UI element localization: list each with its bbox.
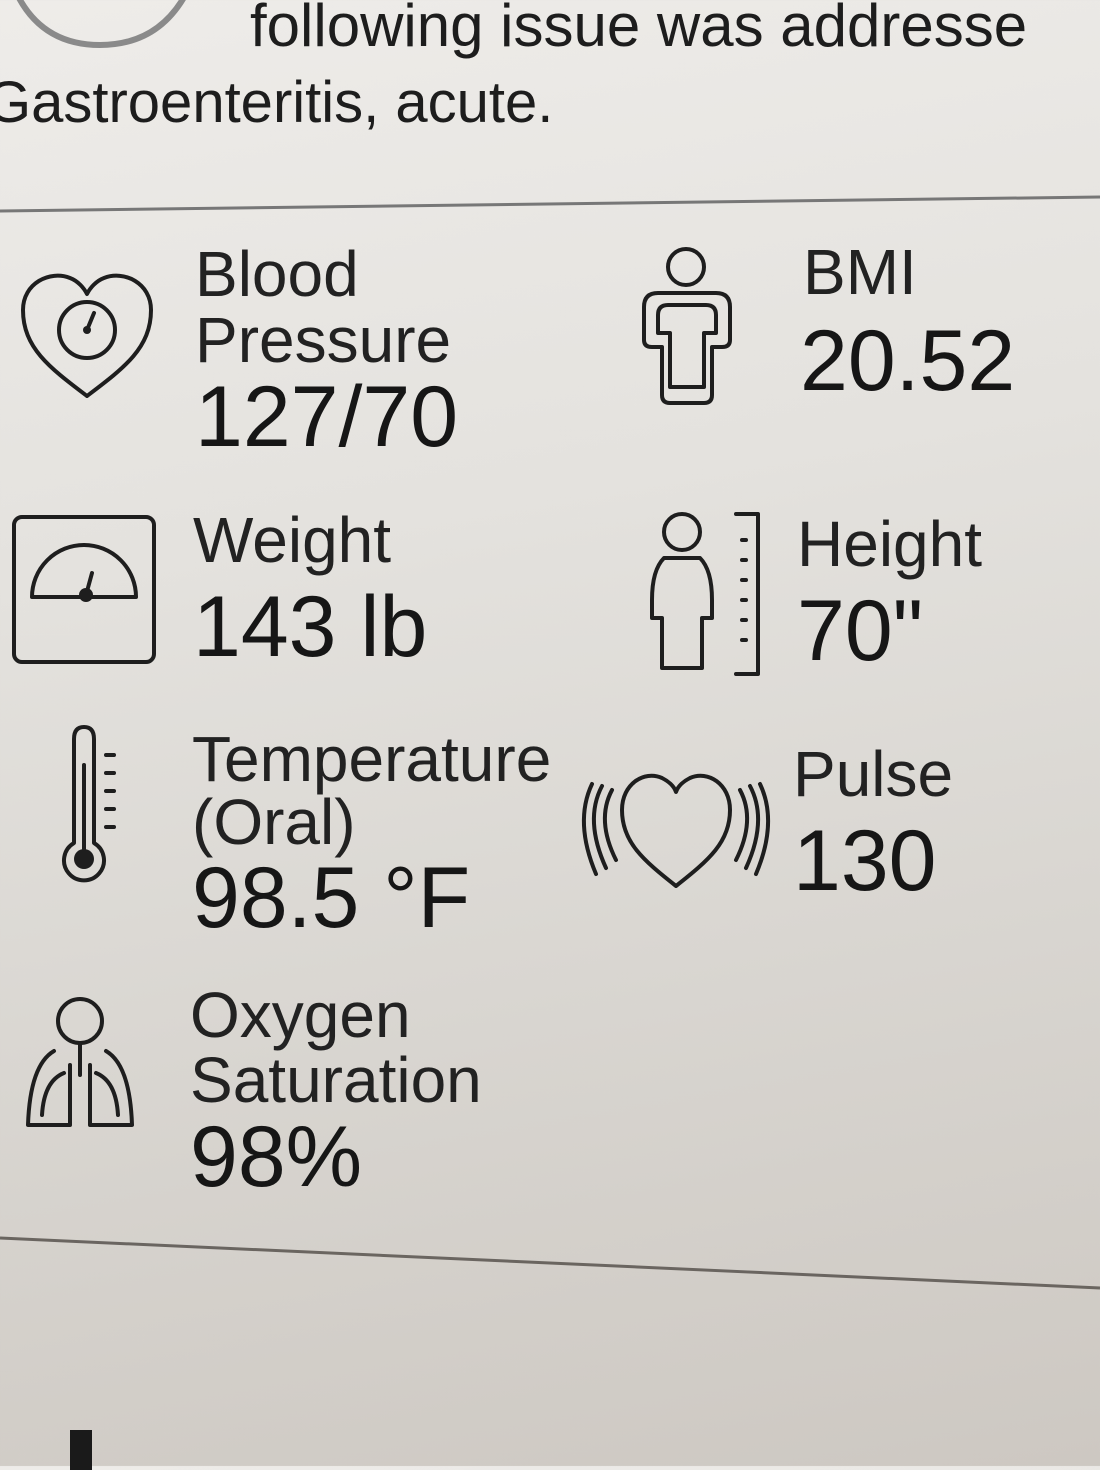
intro-text: following issue was addresse [250, 0, 1028, 59]
bp-value: 127/70 [195, 369, 459, 465]
temperature-value: 98.5 °F [192, 850, 471, 946]
divider-bottom [0, 1236, 1100, 1290]
temperature-label-line2: (Oral) [192, 786, 356, 858]
lungs-icon [26, 997, 134, 1127]
diagnosis-text: Gastroenteritis, acute. [0, 70, 554, 135]
bp-label-line1: Blood [195, 238, 359, 310]
weight-value: 143 lb [193, 579, 428, 675]
body-outline-icon [642, 247, 732, 405]
pulse-heart-icon [582, 773, 770, 888]
circle-logo-icon [16, 0, 186, 49]
height-value: 70" [797, 583, 924, 679]
pulse-value: 130 [793, 813, 937, 909]
scale-icon [12, 515, 156, 664]
heart-gauge-icon [21, 273, 153, 398]
oxygen-value: 98% [190, 1109, 363, 1205]
thermometer-icon [62, 725, 116, 883]
page-edge-mark [70, 1430, 92, 1470]
temperature-label-line1: Temperature [192, 723, 552, 795]
bmi-label: BMI [803, 236, 917, 308]
height-label: Height [797, 508, 982, 580]
pulse-label: Pulse [793, 738, 954, 810]
bp-label-line2: Pressure [195, 304, 452, 376]
weight-label: Weight [193, 504, 392, 576]
oxygen-label-line2: Saturation [190, 1044, 482, 1116]
person-ruler-icon [650, 512, 760, 676]
oxygen-label-line1: Oxygen [190, 979, 411, 1051]
bmi-value: 20.52 [800, 313, 1016, 409]
divider-top [0, 195, 1100, 213]
